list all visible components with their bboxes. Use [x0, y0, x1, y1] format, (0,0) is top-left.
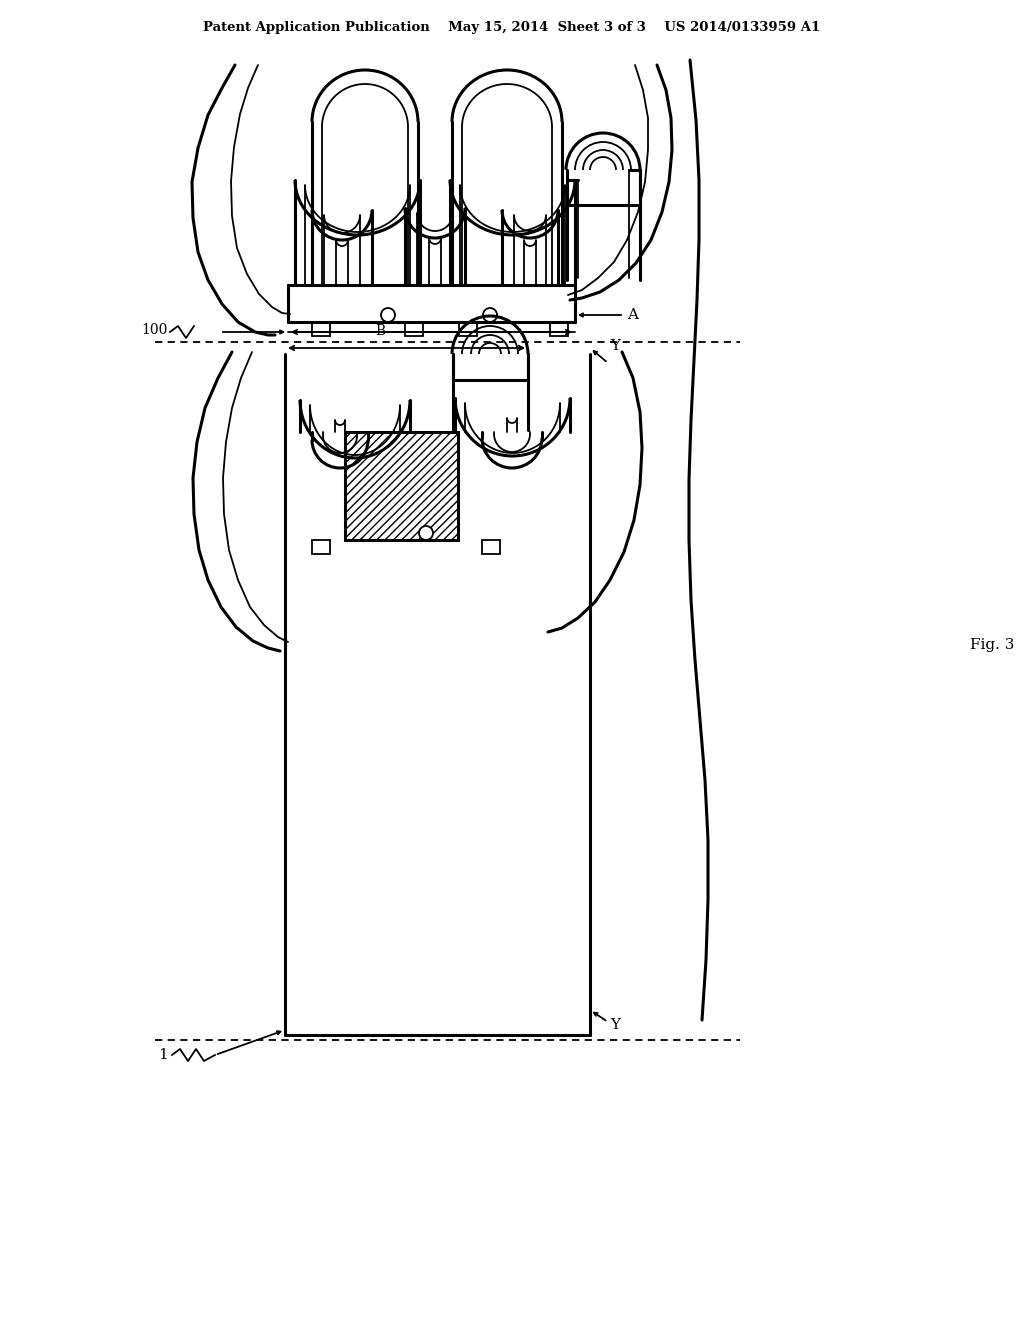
Text: 100: 100 [141, 323, 168, 337]
Bar [459, 322, 477, 337]
Bar [312, 322, 330, 337]
Text: B: B [375, 323, 385, 338]
Text: A: A [627, 308, 638, 322]
Bar [550, 322, 568, 337]
Circle shape [483, 308, 497, 322]
Text: Y: Y [610, 339, 620, 352]
Text: Fig. 3: Fig. 3 [970, 638, 1015, 652]
Text: 1: 1 [159, 1048, 168, 1063]
Circle shape [381, 308, 395, 322]
Bar [345, 432, 458, 540]
Circle shape [419, 525, 433, 540]
Text: Y: Y [610, 1018, 620, 1032]
Text: Patent Application Publication    May 15, 2014  Sheet 3 of 3    US 2014/0133959 : Patent Application Publication May 15, 2… [204, 21, 820, 33]
Bar [482, 540, 500, 554]
Bar [312, 540, 330, 554]
Bar [406, 322, 423, 337]
